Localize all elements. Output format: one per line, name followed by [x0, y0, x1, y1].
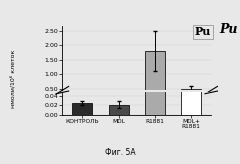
Bar	[145, 51, 165, 103]
Bar	[145, 0, 165, 115]
Bar	[109, 102, 129, 103]
Bar	[181, 0, 201, 115]
Bar	[72, 103, 92, 115]
Text: Pu: Pu	[220, 23, 238, 36]
Text: Фиг. 5А: Фиг. 5А	[105, 148, 135, 157]
Bar	[181, 89, 201, 103]
Bar	[72, 102, 92, 103]
Bar	[109, 104, 129, 115]
Text: Pu: Pu	[195, 26, 211, 37]
Text: нмоли/10⁶ клеток: нмоли/10⁶ клеток	[11, 50, 16, 108]
